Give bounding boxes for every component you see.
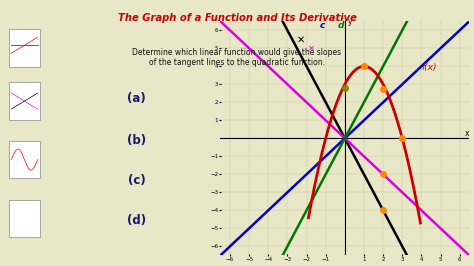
- Text: The Graph of a Function and Its Derivative: The Graph of a Function and Its Derivati…: [118, 13, 356, 23]
- Text: c: c: [320, 22, 325, 31]
- Text: ✕: ✕: [308, 44, 315, 53]
- Text: ✕: ✕: [297, 34, 305, 44]
- FancyBboxPatch shape: [9, 141, 40, 178]
- Text: (c): (c): [128, 174, 146, 187]
- Text: (a): (a): [127, 92, 146, 105]
- Text: y: y: [347, 17, 352, 26]
- Text: Determine which linear function would give the slopes
of the tangent lines to th: Determine which linear function would gi…: [132, 48, 342, 67]
- Text: d: d: [337, 22, 344, 31]
- FancyBboxPatch shape: [9, 200, 40, 237]
- Text: (b): (b): [127, 135, 146, 147]
- FancyBboxPatch shape: [9, 29, 40, 66]
- Text: x: x: [465, 129, 470, 138]
- Text: f(x): f(x): [421, 63, 437, 72]
- Text: (d): (d): [127, 214, 146, 227]
- FancyBboxPatch shape: [9, 82, 40, 120]
